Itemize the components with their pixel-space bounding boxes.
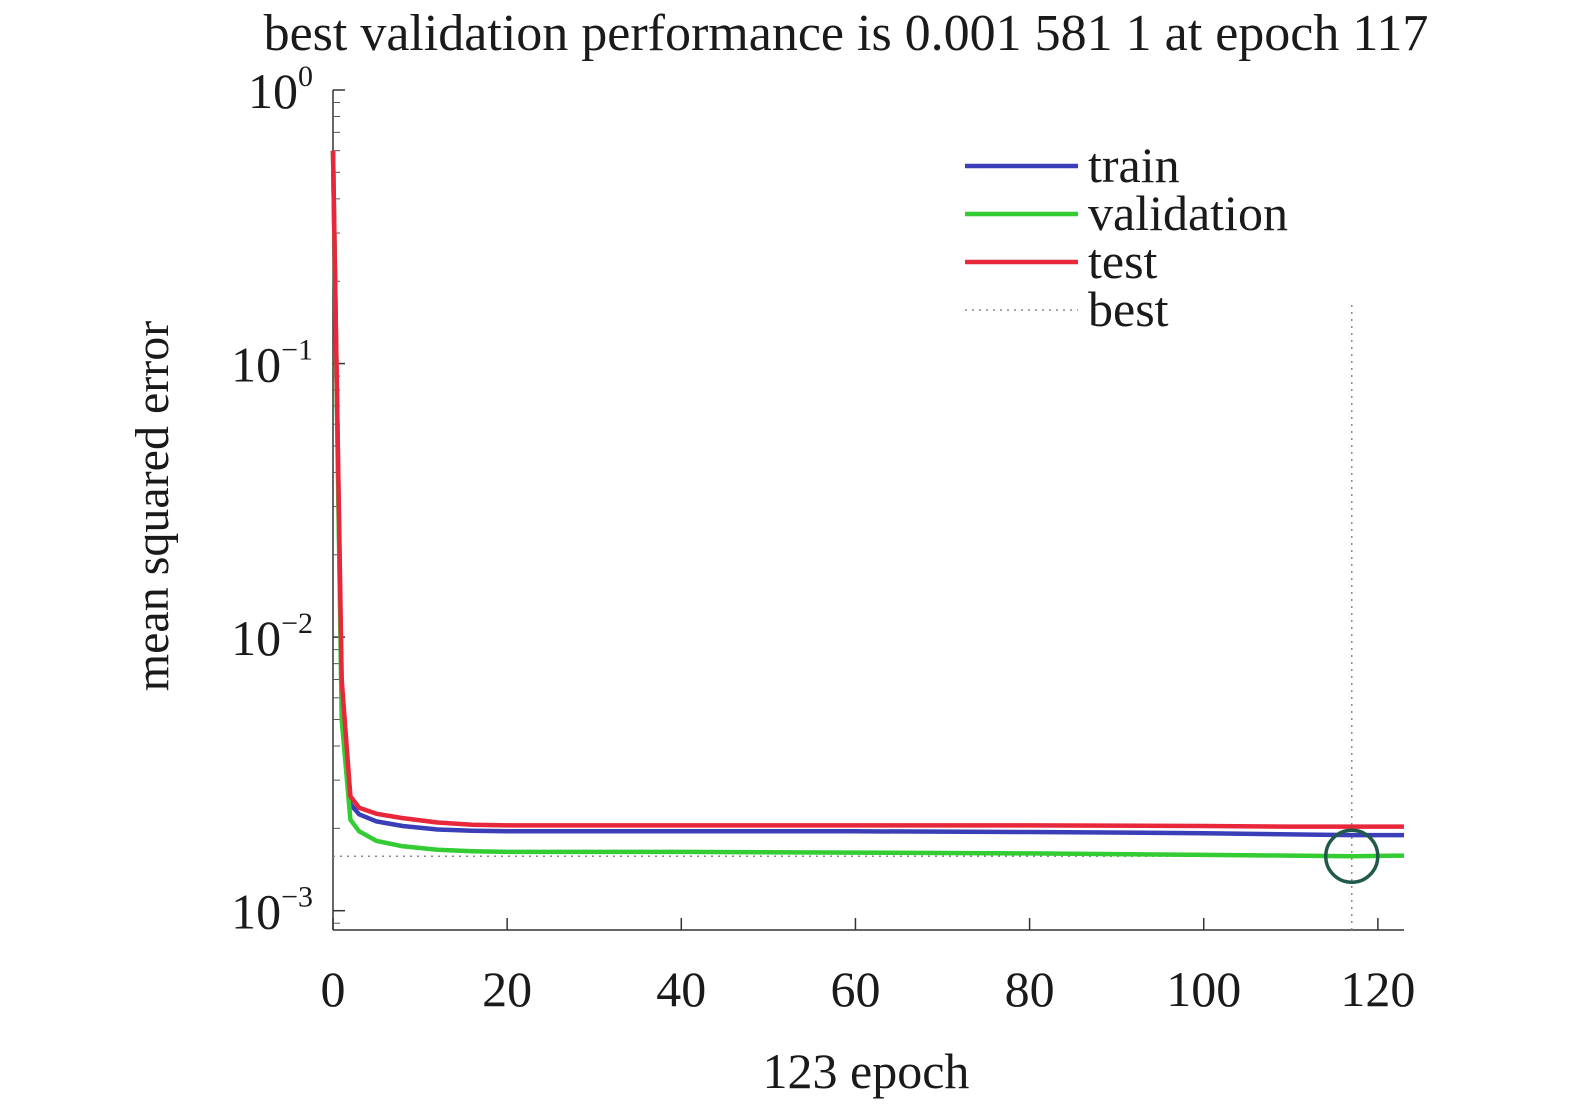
y-tick-label: 10−2 <box>231 607 313 666</box>
legend-label-best: best <box>1088 281 1169 337</box>
legend-label-test: test <box>1088 233 1158 289</box>
best-marker-layer <box>1324 828 1380 885</box>
series-line-test <box>330 150 1404 829</box>
y-tick-label: 100 <box>248 60 313 119</box>
legend-label-validation: validation <box>1088 185 1288 241</box>
series-lines <box>330 150 1405 859</box>
y-tick-label: 10−1 <box>231 334 313 393</box>
x-tick-label: 40 <box>656 961 706 1017</box>
x-tick-label: 20 <box>482 961 532 1017</box>
x-tick-label: 80 <box>1005 961 1055 1017</box>
chart-title: best validation performance is 0.001 581… <box>264 5 1429 62</box>
y-axis-label: mean squared error <box>126 321 179 691</box>
x-tick-label: 120 <box>1340 961 1415 1017</box>
best-lines <box>333 305 1404 930</box>
x-axis-label: 123 epoch <box>763 1043 970 1099</box>
axes: 0 20 40 60 80 100 120 100 10−1 10−2 10−3 <box>231 60 1415 1017</box>
y-tick-label: 10−3 <box>231 881 313 940</box>
best-marker-circle <box>1324 828 1380 885</box>
x-tick-label: 100 <box>1166 961 1241 1017</box>
x-tick-label: 0 <box>321 961 346 1017</box>
series-line-train <box>330 150 1404 838</box>
series-line-validation <box>330 150 1405 859</box>
x-tick-label: 60 <box>830 961 880 1017</box>
legend-label-train: train <box>1088 137 1180 193</box>
